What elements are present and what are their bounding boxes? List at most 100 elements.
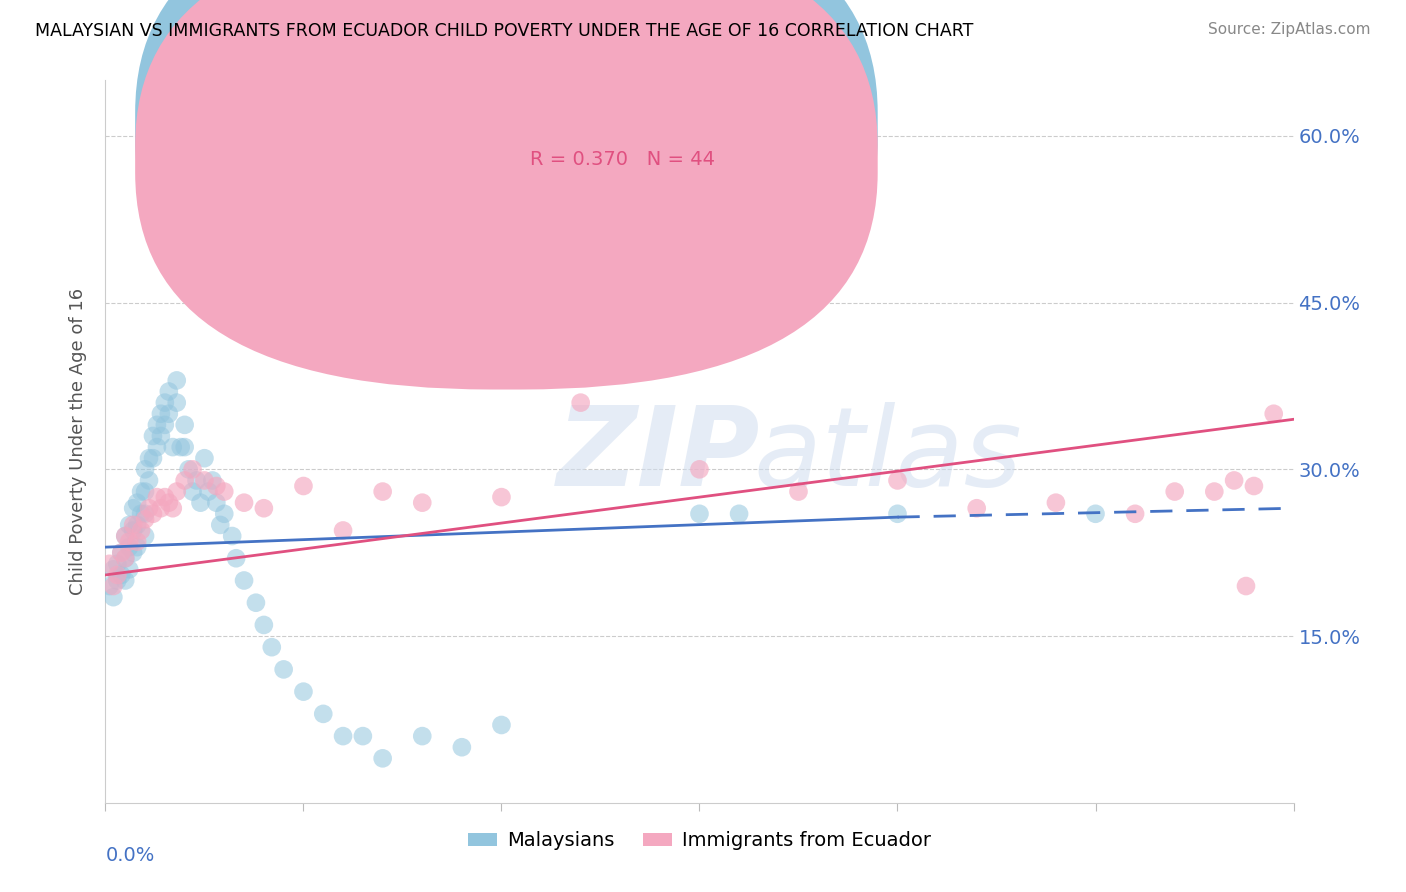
Y-axis label: Child Poverty Under the Age of 16: Child Poverty Under the Age of 16 bbox=[69, 288, 87, 595]
Point bbox=[134, 529, 156, 543]
Point bbox=[193, 474, 215, 488]
Point bbox=[173, 474, 195, 488]
Point bbox=[332, 729, 354, 743]
Point bbox=[105, 574, 128, 588]
Point bbox=[181, 484, 204, 499]
Point bbox=[221, 529, 243, 543]
Point bbox=[127, 540, 149, 554]
Point bbox=[411, 729, 433, 743]
Point bbox=[1234, 579, 1257, 593]
Text: ZIP: ZIP bbox=[557, 402, 761, 509]
Point bbox=[166, 395, 188, 409]
Point bbox=[166, 373, 188, 387]
Point bbox=[118, 562, 141, 576]
Point bbox=[129, 507, 152, 521]
Point bbox=[450, 740, 472, 755]
Point bbox=[689, 507, 711, 521]
Point bbox=[122, 517, 145, 532]
Point bbox=[153, 490, 176, 504]
Point bbox=[966, 501, 988, 516]
Text: R = 0.370   N = 44: R = 0.370 N = 44 bbox=[530, 150, 714, 169]
Point bbox=[689, 462, 711, 476]
Point bbox=[153, 417, 176, 432]
Point bbox=[114, 551, 136, 566]
Point bbox=[491, 490, 513, 504]
Point bbox=[273, 662, 295, 676]
Point bbox=[197, 484, 219, 499]
Point bbox=[166, 484, 188, 499]
Point bbox=[1223, 474, 1246, 488]
Point bbox=[127, 534, 149, 549]
FancyBboxPatch shape bbox=[135, 0, 877, 356]
Point bbox=[122, 546, 145, 560]
Point bbox=[146, 490, 169, 504]
Point bbox=[214, 484, 236, 499]
Point bbox=[371, 484, 394, 499]
Point bbox=[105, 557, 128, 571]
Point bbox=[118, 540, 141, 554]
Point bbox=[886, 507, 908, 521]
Point bbox=[181, 462, 204, 476]
Point bbox=[1045, 496, 1067, 510]
Point bbox=[173, 417, 195, 432]
Point bbox=[1123, 507, 1146, 521]
Point bbox=[209, 517, 232, 532]
Point bbox=[138, 501, 160, 516]
Point bbox=[105, 568, 128, 582]
Point bbox=[114, 529, 136, 543]
Point bbox=[371, 751, 394, 765]
Point bbox=[312, 706, 335, 721]
Point bbox=[114, 551, 136, 566]
Point bbox=[127, 517, 149, 532]
Point bbox=[162, 501, 184, 516]
Point bbox=[728, 507, 751, 521]
Point bbox=[110, 568, 132, 582]
Point bbox=[214, 507, 236, 521]
Point bbox=[193, 451, 215, 466]
Point bbox=[118, 534, 141, 549]
Point bbox=[98, 557, 121, 571]
Point bbox=[138, 474, 160, 488]
Point bbox=[162, 440, 184, 454]
Point bbox=[886, 474, 908, 488]
Point bbox=[134, 512, 156, 526]
Point bbox=[129, 484, 152, 499]
Point bbox=[569, 395, 592, 409]
Point bbox=[233, 496, 256, 510]
Point bbox=[129, 524, 152, 538]
Point bbox=[138, 451, 160, 466]
Point bbox=[205, 479, 228, 493]
Point bbox=[233, 574, 256, 588]
Point bbox=[134, 484, 156, 499]
Point bbox=[134, 462, 156, 476]
Point bbox=[134, 507, 156, 521]
Point bbox=[292, 684, 315, 698]
Point bbox=[142, 451, 165, 466]
Point bbox=[153, 395, 176, 409]
Point bbox=[98, 579, 121, 593]
Point bbox=[149, 501, 172, 516]
Point bbox=[157, 384, 180, 399]
Point bbox=[1084, 507, 1107, 521]
Point bbox=[1263, 407, 1285, 421]
Point bbox=[245, 596, 267, 610]
Point bbox=[118, 517, 141, 532]
Point bbox=[114, 574, 136, 588]
Text: R = 0.048   N = 72: R = 0.048 N = 72 bbox=[530, 116, 714, 136]
Point bbox=[1204, 484, 1226, 499]
Point bbox=[103, 562, 125, 576]
FancyBboxPatch shape bbox=[474, 98, 765, 189]
Point bbox=[157, 407, 180, 421]
Point bbox=[110, 546, 132, 560]
Point bbox=[146, 417, 169, 432]
Point bbox=[260, 640, 283, 655]
Text: Source: ZipAtlas.com: Source: ZipAtlas.com bbox=[1208, 22, 1371, 37]
Text: atlas: atlas bbox=[754, 402, 1022, 509]
Point bbox=[292, 479, 315, 493]
Point bbox=[122, 524, 145, 538]
Point bbox=[110, 546, 132, 560]
Point bbox=[201, 474, 224, 488]
Point bbox=[173, 440, 195, 454]
Point bbox=[411, 496, 433, 510]
Point bbox=[127, 496, 149, 510]
